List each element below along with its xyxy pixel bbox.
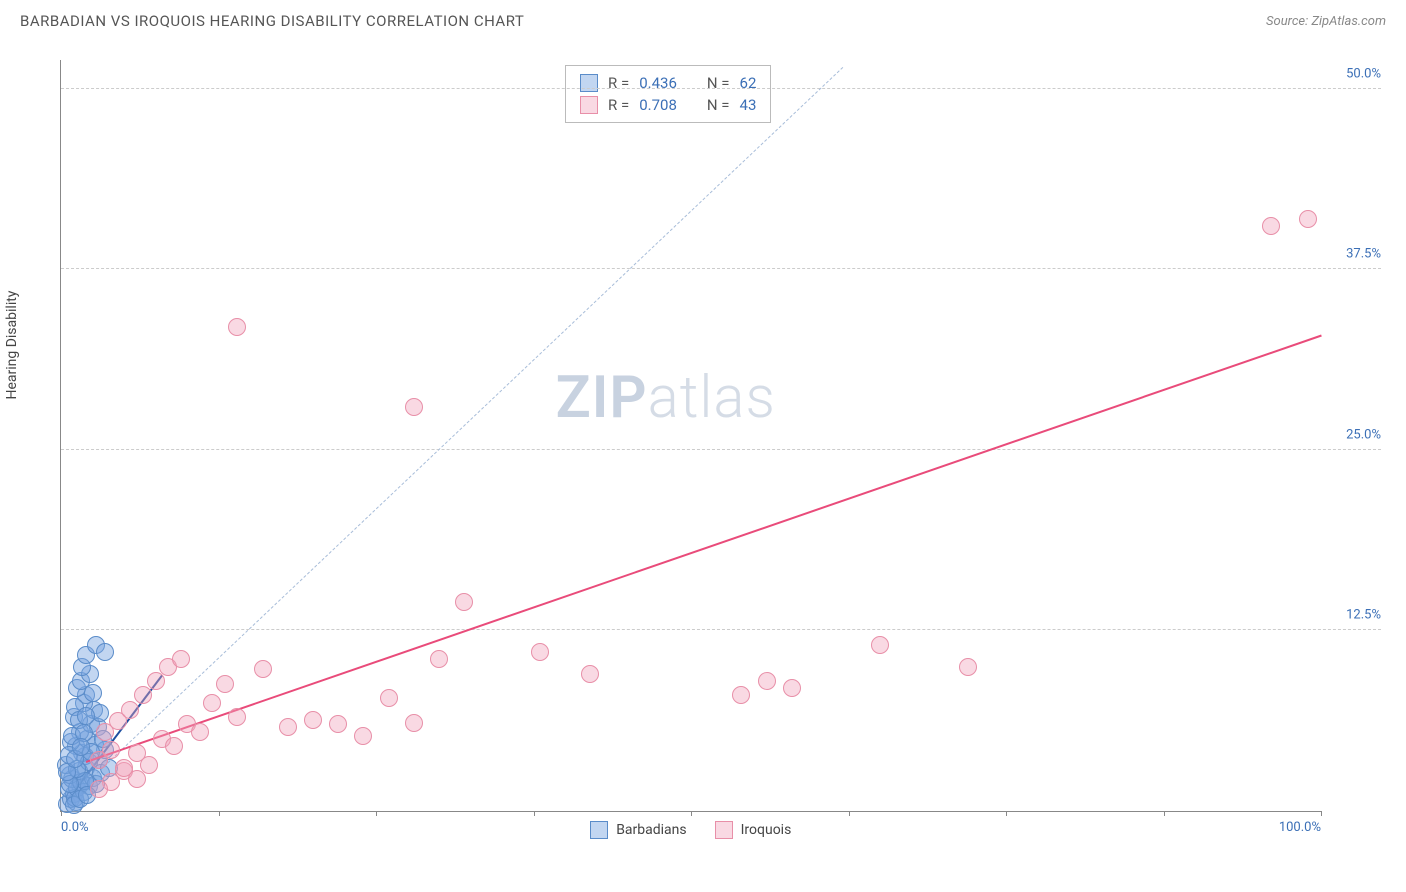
- series-swatch: [580, 96, 598, 114]
- data-point: [140, 756, 158, 774]
- stats-row: R = 0.436 N = 62: [580, 72, 756, 94]
- x-tick: [849, 811, 850, 816]
- stats-row: R = 0.708 N = 43: [580, 94, 756, 116]
- data-point: [354, 727, 372, 745]
- data-point: [758, 672, 776, 690]
- legend-item: Iroquois: [715, 821, 792, 839]
- gridline: [61, 449, 1381, 450]
- stats-r-value: 0.708: [639, 96, 677, 114]
- trend-line: [86, 335, 1322, 764]
- reference-line: [86, 67, 843, 784]
- data-point: [430, 650, 448, 668]
- legend-swatch: [590, 821, 608, 839]
- data-point: [77, 707, 95, 725]
- data-point: [959, 658, 977, 676]
- data-point: [216, 675, 234, 693]
- chart-container: Hearing Disability ZIPatlas R = 0.436 N …: [50, 50, 1386, 842]
- legend-label: Iroquois: [741, 822, 792, 838]
- series-swatch: [580, 74, 598, 92]
- x-tick: [219, 811, 220, 816]
- data-point: [134, 686, 152, 704]
- data-point: [279, 718, 297, 736]
- gridline: [61, 629, 1381, 630]
- x-tick-label: 0.0%: [61, 820, 89, 835]
- data-point: [172, 650, 190, 668]
- stats-r-label: R =: [608, 96, 629, 114]
- data-point: [96, 643, 114, 661]
- data-point: [380, 689, 398, 707]
- x-tick: [1164, 811, 1165, 816]
- data-point: [203, 694, 221, 712]
- y-axis-label: Hearing Disability: [4, 291, 20, 400]
- y-tick-label: 50.0%: [1346, 66, 1381, 81]
- data-point: [581, 665, 599, 683]
- data-point: [84, 684, 102, 702]
- data-point: [405, 398, 423, 416]
- data-point: [147, 672, 165, 690]
- stats-n-label: N =: [707, 96, 730, 114]
- legend: Barbadians Iroquois: [590, 821, 791, 839]
- data-point: [405, 714, 423, 732]
- x-tick: [61, 811, 62, 816]
- y-tick-label: 25.0%: [1346, 427, 1381, 442]
- legend-swatch: [715, 821, 733, 839]
- gridline: [61, 268, 1381, 269]
- data-point: [165, 737, 183, 755]
- x-tick: [534, 811, 535, 816]
- stats-n-value: 62: [740, 74, 757, 92]
- watermark: ZIPatlas: [556, 364, 776, 432]
- stats-box: R = 0.436 N = 62 R = 0.708 N = 43: [565, 65, 771, 123]
- y-tick-label: 12.5%: [1346, 608, 1381, 623]
- stats-r-value: 0.436: [639, 74, 677, 92]
- source-attribution: Source: ZipAtlas.com: [1266, 14, 1386, 29]
- stats-n-value: 43: [740, 96, 757, 114]
- data-point: [121, 701, 139, 719]
- x-tick: [376, 811, 377, 816]
- data-point: [254, 660, 272, 678]
- data-point: [732, 686, 750, 704]
- plot-area: ZIPatlas R = 0.436 N = 62 R = 0.708 N = …: [60, 60, 1321, 812]
- data-point: [304, 711, 322, 729]
- data-point: [1299, 210, 1317, 228]
- data-point: [72, 738, 90, 756]
- data-point: [228, 708, 246, 726]
- legend-item: Barbadians: [590, 821, 686, 839]
- y-tick-label: 37.5%: [1346, 247, 1381, 262]
- data-point: [90, 780, 108, 798]
- data-point: [455, 593, 473, 611]
- data-point: [191, 723, 209, 741]
- data-point: [329, 715, 347, 733]
- data-point: [783, 679, 801, 697]
- data-point: [102, 741, 120, 759]
- data-point: [228, 318, 246, 336]
- x-tick-label: 100.0%: [1279, 820, 1321, 835]
- stats-n-label: N =: [707, 74, 730, 92]
- x-tick: [1006, 811, 1007, 816]
- data-point: [871, 636, 889, 654]
- gridline: [61, 88, 1381, 89]
- x-tick: [1321, 811, 1322, 816]
- data-point: [1262, 217, 1280, 235]
- stats-r-label: R =: [608, 74, 629, 92]
- legend-label: Barbadians: [616, 822, 686, 838]
- data-point: [128, 770, 146, 788]
- chart-title: BARBADIAN VS IROQUOIS HEARING DISABILITY…: [20, 12, 524, 30]
- x-tick: [691, 811, 692, 816]
- data-point: [531, 643, 549, 661]
